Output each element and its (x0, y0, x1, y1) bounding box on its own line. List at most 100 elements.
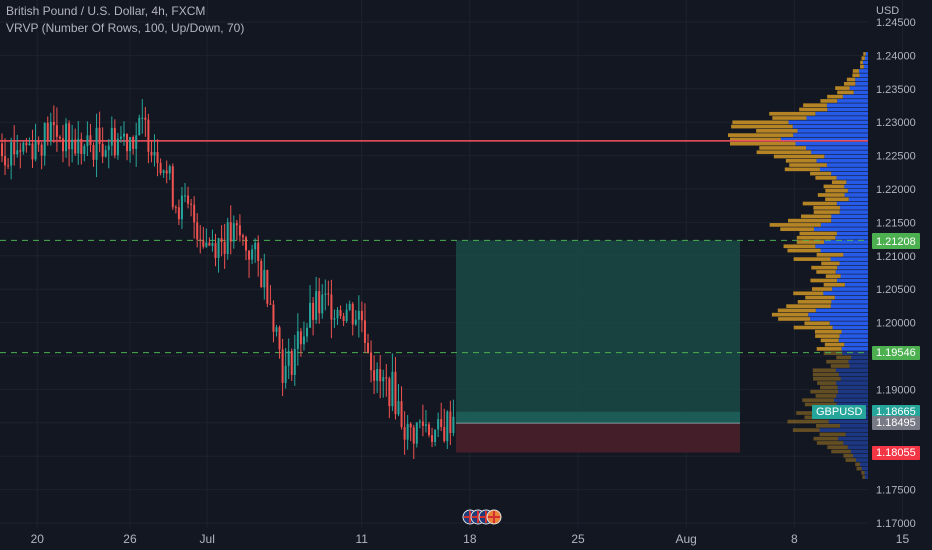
candle-body (37, 140, 40, 145)
volume-row-up (856, 458, 868, 462)
candle-body (86, 135, 89, 147)
volume-row-down (796, 235, 836, 240)
candle-body (431, 435, 434, 442)
volume-row-up (826, 163, 868, 167)
volume-row-down (815, 176, 837, 180)
volume-row-up (864, 471, 868, 475)
candle-body (245, 237, 247, 251)
volume-row-down (793, 325, 833, 330)
candle-body (257, 242, 260, 261)
volume-row-up (861, 466, 868, 471)
candle-body (238, 225, 241, 236)
candle-body (214, 243, 217, 258)
loss-zone (456, 423, 740, 453)
candle-body (333, 318, 336, 320)
volume-row-down (820, 385, 838, 390)
time-tick-label: 26 (123, 532, 137, 546)
volume-row-up (843, 252, 868, 257)
volume-row-down (852, 73, 860, 78)
candle-body (162, 170, 165, 174)
volume-row-down (813, 376, 841, 381)
price-tick-label: 1.21500 (876, 217, 916, 229)
indicator-legend[interactable]: VRVP (Number Of Rows, 100, Up/Down, 70) (6, 21, 245, 35)
volume-row-up (832, 325, 868, 330)
candle-body (13, 142, 16, 155)
candle-body (324, 293, 327, 295)
volume-row-down (861, 471, 865, 475)
candle-body (22, 142, 25, 152)
volume-row-up (816, 158, 868, 163)
candle-body (80, 138, 83, 155)
time-tick-label: 20 (31, 532, 45, 546)
candle-body (229, 222, 232, 242)
volume-row-up (841, 347, 868, 351)
time-tick-label: Jul (200, 532, 215, 546)
price-tag-entry-price: 1.18495 (872, 416, 920, 431)
volume-row-down (792, 428, 820, 432)
volume-row-up (797, 129, 868, 133)
candle-body (388, 378, 391, 407)
candle-body (141, 117, 144, 119)
candle-body (217, 238, 220, 258)
volume-row-down (783, 244, 816, 249)
volume-row-up (819, 167, 868, 172)
candle-body (345, 309, 348, 322)
candle-body (153, 152, 156, 156)
volume-row-down (815, 394, 837, 398)
time-tick-label: 18 (463, 532, 477, 546)
volume-row-up (844, 193, 868, 197)
volume-row-up (806, 116, 868, 120)
volume-row-up (838, 436, 868, 441)
candle-body (309, 302, 312, 328)
volume-row-down (856, 466, 862, 471)
event-flags[interactable] (462, 509, 502, 525)
volume-row-down (802, 398, 835, 403)
time-axis[interactable]: 20 26 Jul 11 18 25 Aug 8 15 (31, 532, 910, 546)
volume-row-down (793, 291, 824, 296)
volume-row-down (823, 282, 845, 287)
volume-row-down (823, 184, 845, 189)
volume-row-down (860, 60, 863, 65)
candle-body (406, 423, 409, 440)
candle-body (306, 327, 308, 337)
volume-row-up (855, 77, 868, 82)
chart-title: British Pound / U.S. Dollar, 4h, FXCM (6, 4, 206, 18)
horizontal-lines[interactable] (0, 140, 868, 354)
candle-body (46, 122, 49, 142)
volume-row-up (836, 176, 868, 180)
volume-row-up (837, 99, 868, 103)
volume-row-up (851, 355, 868, 360)
volume-row-up (835, 235, 868, 240)
volume-row-down (813, 436, 839, 441)
candle-body (199, 239, 202, 241)
volume-row-up (849, 86, 868, 90)
volume-row-up (840, 205, 868, 210)
volume-row-down (773, 154, 825, 159)
volume-row-down (816, 270, 836, 274)
candle-body (251, 249, 254, 260)
volume-row-down (769, 111, 816, 116)
candle-body (437, 419, 440, 430)
price-tag-level-upper-b: 1.21208 (872, 234, 920, 249)
candle-body (4, 156, 7, 166)
volume-row-up (847, 445, 868, 450)
volume-row-up (846, 180, 868, 184)
volume-row-down (861, 56, 865, 61)
volume-row-down (796, 240, 825, 244)
volume-row-up (793, 133, 868, 137)
volume-row-up (838, 338, 868, 343)
volume-row-up (788, 120, 868, 125)
volume-row-down (811, 265, 838, 270)
candle-body (171, 166, 174, 208)
time-tick-label: 11 (355, 532, 368, 546)
volume-row-down (810, 278, 837, 283)
candle-body (275, 327, 278, 332)
volume-row-up (863, 64, 868, 69)
volume-row-up (824, 154, 868, 159)
candle-body (412, 427, 415, 444)
profit-zone (456, 240, 740, 424)
volume-row-down (756, 129, 798, 133)
volume-row-down (730, 137, 781, 142)
